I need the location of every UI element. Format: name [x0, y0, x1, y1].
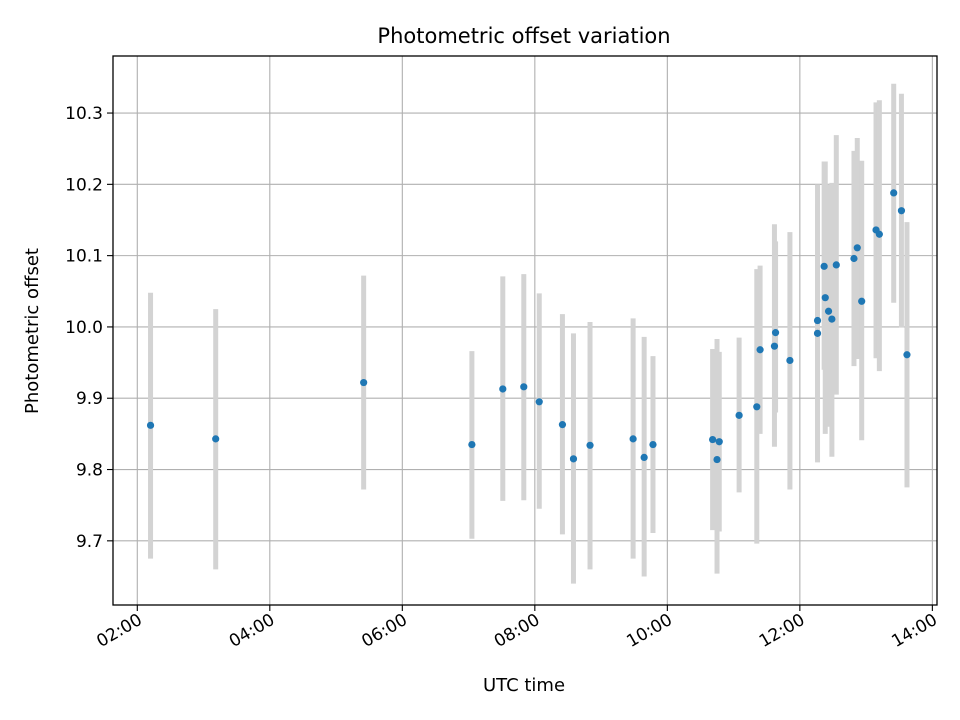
data-point	[821, 294, 829, 302]
y-tick-label: 10.2	[65, 175, 103, 195]
data-point	[753, 403, 761, 411]
data-point	[813, 329, 822, 337]
error-bars	[148, 83, 910, 584]
y-tick-label: 10.1	[65, 247, 103, 267]
x-tick-label: 10:00	[623, 610, 675, 652]
data-point	[858, 297, 866, 305]
data-point	[770, 342, 779, 350]
data-point	[715, 438, 723, 446]
y-axis-label: Photometric offset	[22, 248, 43, 414]
data-point	[903, 351, 911, 359]
y-tick-label: 10.0	[65, 318, 103, 338]
data-point	[558, 421, 567, 429]
data-point	[824, 307, 833, 315]
data-point	[586, 441, 594, 449]
data-point	[890, 189, 898, 197]
x-axis-label: UTC time	[483, 675, 565, 696]
x-tick-label: 06:00	[358, 610, 410, 652]
y-axis-ticks: 9.7 9.8 9.9 10.0 10.1 10.2 10.3	[65, 104, 113, 552]
data-point	[535, 398, 543, 406]
data-point	[629, 435, 637, 443]
data-point	[499, 385, 507, 393]
data-point	[756, 346, 764, 354]
x-tick-label: 04:00	[226, 610, 278, 652]
y-tick-label: 9.7	[76, 532, 103, 552]
plot-frame	[112, 55, 938, 606]
y-tick-label: 10.3	[65, 104, 103, 124]
data-point	[853, 244, 861, 252]
data-point	[897, 207, 906, 215]
data-point	[820, 262, 828, 270]
grid	[113, 56, 937, 605]
data-point	[832, 261, 840, 269]
data-point	[520, 383, 528, 391]
data-point	[212, 435, 220, 443]
x-tick-label: 08:00	[491, 610, 543, 652]
data-point	[709, 435, 717, 444]
x-axis-ticks: 02:00 04:00 06:00 08:00 10:00 12:00 14:00	[93, 605, 941, 652]
data-point	[786, 356, 794, 365]
data-point	[850, 254, 858, 263]
data-point	[360, 378, 368, 387]
y-tick-label: 9.8	[76, 461, 103, 481]
data-point	[713, 455, 721, 464]
y-tick-label: 9.9	[76, 389, 103, 409]
data-point	[649, 440, 657, 449]
x-tick-label: 12:00	[756, 610, 808, 652]
x-tick-label: 14:00	[888, 610, 940, 652]
data-points	[146, 189, 911, 464]
data-point	[468, 440, 476, 449]
chart-title: Photometric offset variation	[377, 24, 670, 48]
data-point	[146, 421, 155, 429]
data-point	[875, 230, 883, 238]
data-point	[771, 329, 780, 337]
data-point	[569, 455, 578, 463]
data-point	[828, 315, 836, 323]
data-point	[640, 453, 648, 462]
data-point	[735, 411, 743, 419]
data-point	[813, 316, 822, 325]
x-tick-label: 02:00	[93, 610, 145, 652]
